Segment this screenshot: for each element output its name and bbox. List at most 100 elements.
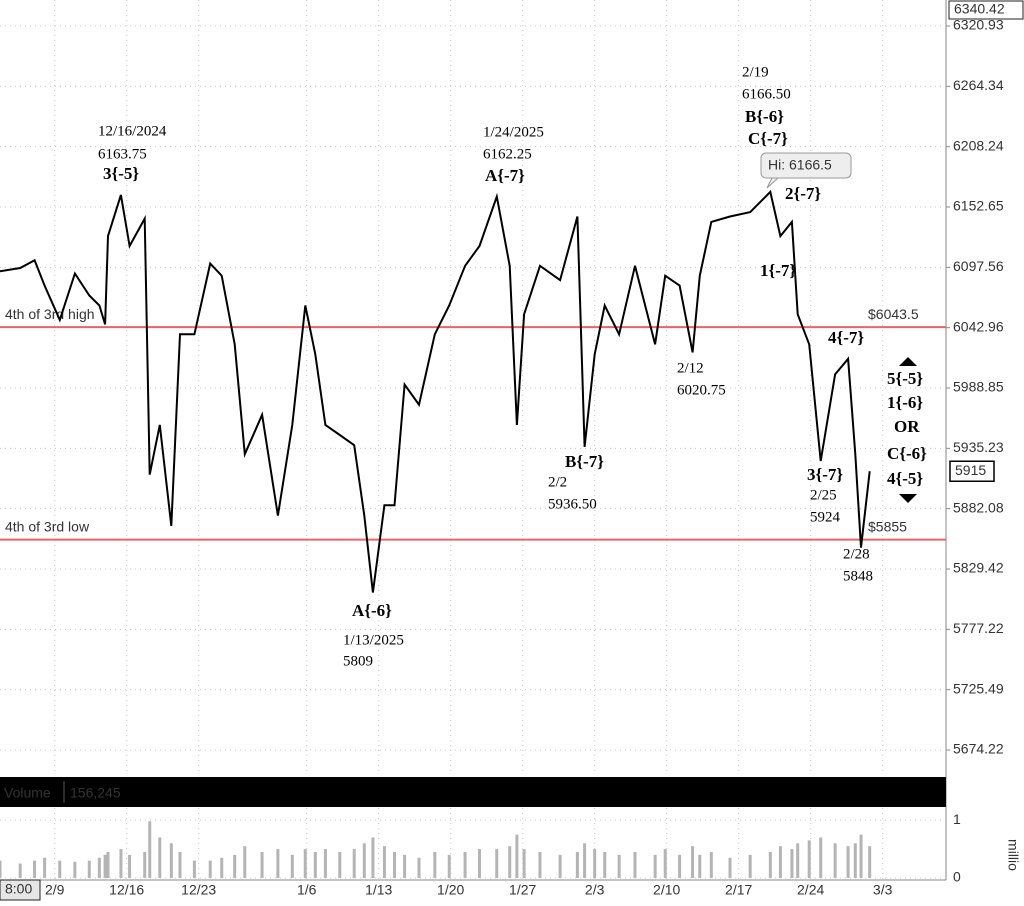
y-tick-label: 5777.22 [953, 620, 1004, 636]
y-tick-label: 5935.23 [953, 439, 1004, 455]
volume-bar [709, 851, 713, 878]
y-tick-label: 6152.65 [953, 198, 1004, 214]
annotation: 2/2 [548, 474, 567, 490]
up-arrow [899, 357, 917, 366]
y-tick-label: 5725.49 [953, 680, 1004, 696]
high-bubble [760, 152, 852, 179]
volume-bar [290, 854, 294, 878]
volume-bar [323, 849, 327, 878]
volume-bar [495, 849, 499, 878]
annotation: 2/28 [843, 546, 870, 562]
volume-bar [18, 863, 22, 878]
volume-bar [663, 849, 667, 878]
annotation: 5{-5} [887, 369, 923, 388]
y-tick-label: 6042.96 [953, 318, 1004, 334]
annotation: B{-7} [565, 452, 604, 471]
volume-axis-label: millio [1005, 839, 1021, 871]
volume-title: Volume [4, 785, 51, 801]
annotation: 6020.75 [677, 382, 726, 398]
volume-bar [192, 860, 196, 878]
annotation: 4{-7} [828, 328, 864, 347]
volume-bar [208, 860, 212, 878]
volume-bar [833, 843, 837, 878]
y-tick-label: 5674.22 [953, 741, 1004, 757]
y-tick-label: 6208.24 [953, 137, 1004, 153]
annotation: 5809 [343, 653, 373, 669]
annotation: 1{-7} [760, 261, 796, 280]
annotation: 3{-5} [103, 164, 139, 183]
volume-bar [508, 846, 512, 878]
annotation: A{-7} [485, 166, 525, 185]
y-tick-label: 5882.08 [953, 499, 1004, 515]
volume-bar [522, 849, 526, 878]
volume-bar [362, 843, 366, 878]
volume-bar [97, 857, 101, 878]
volume-bar [477, 849, 481, 878]
volume-bar [128, 854, 132, 878]
volume-bar [58, 860, 62, 878]
top-marker: 6340.42 [954, 1, 1005, 17]
volume-bar [691, 846, 695, 878]
annotation: 5936.50 [548, 496, 597, 512]
volume-bar [243, 846, 247, 878]
volume-bar [603, 851, 607, 878]
volume-bar [33, 860, 37, 878]
x-tick-label: 2/9 [45, 882, 65, 898]
annotation: B{-6} [745, 107, 784, 126]
x-start-label: 8:00 [5, 881, 32, 897]
x-tick-label: 12/23 [181, 882, 216, 898]
x-start-box [0, 879, 41, 901]
volume-bar [768, 851, 772, 878]
volume-bar [778, 846, 782, 878]
x-tick-label: 2/3 [585, 882, 605, 898]
annotation: 4{-5} [887, 469, 923, 488]
volume-bar [73, 861, 77, 878]
volume-bar [178, 851, 182, 878]
volume-bar [148, 821, 152, 878]
y-tick-label: 6097.56 [953, 258, 1004, 274]
reference-name: 4th of 3rd high [5, 306, 95, 322]
x-tick-label: 1/27 [509, 882, 536, 898]
annotation: 3{-7} [807, 465, 843, 484]
volume-header [0, 777, 946, 807]
volume-bar [433, 851, 437, 878]
x-tick-label: 2/17 [725, 882, 752, 898]
volume-bar [0, 860, 2, 878]
annotation: 5848 [843, 568, 873, 584]
annotation: 6162.25 [483, 146, 532, 162]
volume-bar [868, 846, 872, 878]
y-tick-label: 5829.42 [953, 560, 1004, 576]
x-tick-label: 3/3 [873, 882, 893, 898]
volume-bar [846, 846, 850, 878]
volume-bar [43, 857, 47, 878]
volume-bar [143, 851, 147, 878]
volume-bar [807, 840, 811, 878]
volume-bar [790, 849, 794, 878]
volume-bar [728, 857, 732, 878]
volume-bar [633, 851, 637, 878]
volume-bar [819, 837, 823, 878]
annotation: A{-6} [352, 601, 392, 620]
volume-bar [87, 860, 91, 878]
volume-bar [352, 849, 356, 878]
reference-name: 4th of 3rd low [5, 518, 90, 534]
volume-bar [593, 849, 597, 878]
y-tick-label: 5988.85 [953, 379, 1004, 395]
volume-value: 156,245 [70, 785, 121, 801]
annotation: 2/12 [677, 360, 704, 376]
annotation: 6163.75 [98, 146, 147, 162]
reference-label: $5855 [868, 518, 907, 534]
volume-bar [158, 837, 162, 878]
volume-bar [447, 854, 451, 878]
x-tick-label: 2/24 [797, 882, 824, 898]
x-tick-label: 12/16 [109, 882, 144, 898]
volume-bar [575, 851, 579, 878]
volume-bar [276, 849, 280, 878]
high-label: Hi: 6166.5 [768, 157, 832, 173]
volume-bar [233, 854, 237, 878]
volume-bar [463, 851, 467, 878]
volume-bar [103, 854, 107, 878]
annotation: C{-6} [887, 444, 927, 463]
y-tick-label: 0 [953, 869, 961, 885]
